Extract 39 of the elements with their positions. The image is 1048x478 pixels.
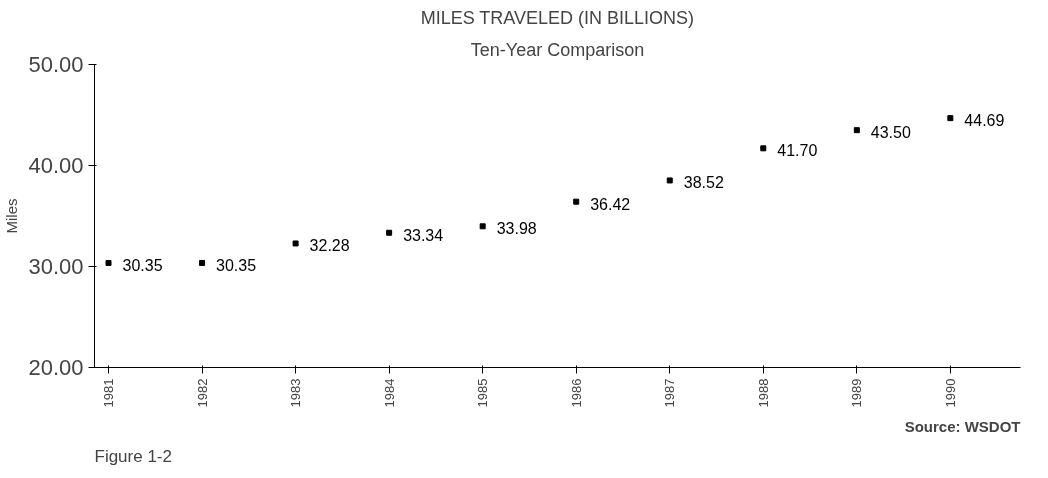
data-label: 38.52 <box>683 174 724 192</box>
x-tick-label: 1989 <box>849 378 865 408</box>
x-tick-label: 1983 <box>288 378 304 408</box>
data-label: 32.28 <box>309 237 350 255</box>
point <box>292 240 299 247</box>
data-label: 41.70 <box>777 142 818 160</box>
x-tick-label: 1988 <box>755 378 771 408</box>
point <box>479 223 486 230</box>
x-tick-label: 1982 <box>194 378 210 408</box>
data-label: 33.34 <box>403 226 444 244</box>
y-tick-label: 40.00 <box>28 153 84 178</box>
caption: Figure 1-2 <box>94 446 172 466</box>
point <box>386 229 393 236</box>
data-label: 30.35 <box>216 256 257 274</box>
x-tick-label: 1986 <box>568 378 584 408</box>
x-tick-label: 1990 <box>942 378 958 408</box>
point <box>105 259 112 266</box>
point <box>666 177 673 184</box>
x-tick-label: 1985 <box>475 378 491 408</box>
data-label: 30.35 <box>122 256 163 274</box>
chart-subtitle: Ten-Year Comparison <box>470 39 645 60</box>
y-tick-label: 50.00 <box>28 52 84 77</box>
x-tick-label: 1981 <box>101 378 117 408</box>
point <box>760 145 767 152</box>
y-tick-label: 30.00 <box>28 254 84 279</box>
x-tick-label: 1987 <box>662 378 678 408</box>
data-label: 43.50 <box>870 124 911 142</box>
chart-title: MILES TRAVELED (IN BILLIONS) <box>420 7 695 28</box>
point <box>199 259 206 266</box>
y-axis-title: Miles <box>3 198 21 234</box>
x-tick-label: 1984 <box>381 378 397 408</box>
data-label: 33.98 <box>496 220 537 238</box>
source-note: Source: WSDOT <box>904 417 1021 435</box>
point <box>853 127 860 134</box>
point <box>573 198 580 205</box>
point <box>947 115 954 122</box>
data-label: 36.42 <box>590 195 631 213</box>
data-label: 44.69 <box>964 112 1005 130</box>
y-tick-label: 20.00 <box>28 355 84 380</box>
